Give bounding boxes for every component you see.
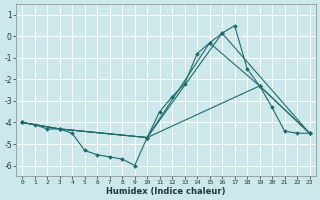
X-axis label: Humidex (Indice chaleur): Humidex (Indice chaleur) [106, 187, 226, 196]
